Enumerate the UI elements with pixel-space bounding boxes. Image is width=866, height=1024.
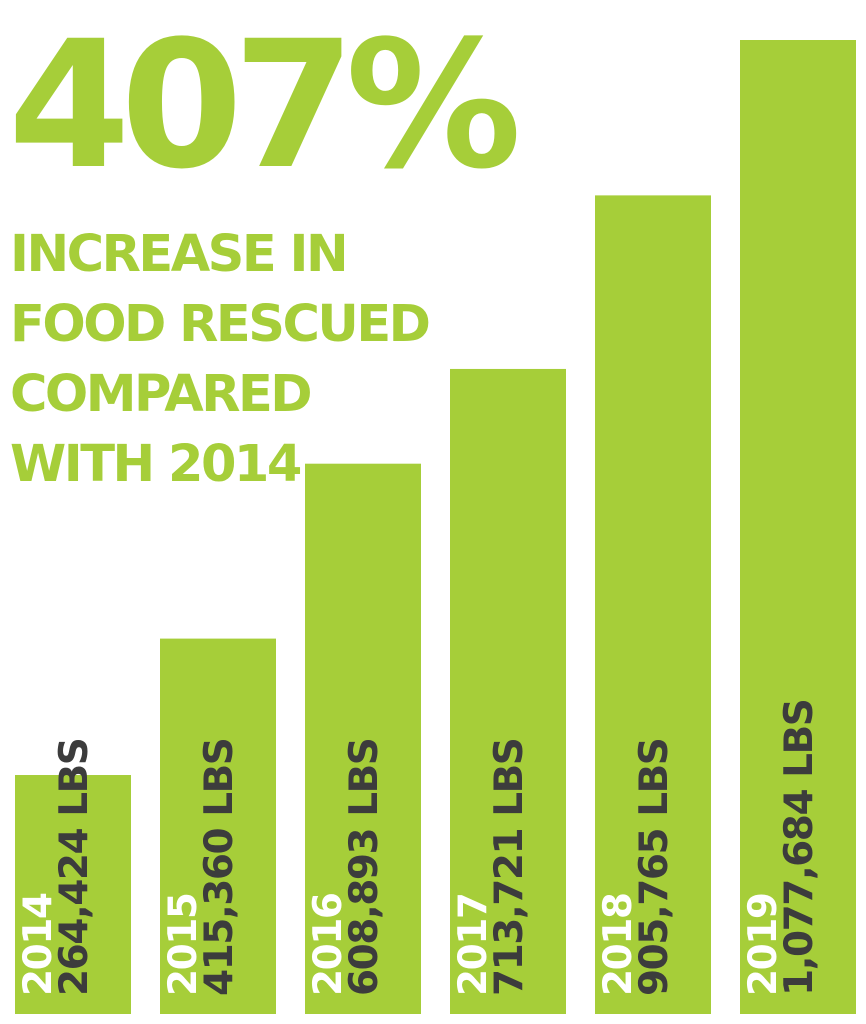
bar-value-label: 415,360 LBS	[197, 739, 242, 996]
bar-year-label: 2017	[451, 893, 496, 996]
bar-2016	[305, 463, 421, 1014]
bar-2018	[595, 195, 711, 1014]
bar-year-label: 2018	[596, 893, 641, 996]
bar-year-label: 2014	[16, 893, 61, 996]
bar-year-label: 2015	[161, 893, 206, 996]
bar-year-label: 2019	[741, 893, 786, 996]
bar-2019	[740, 40, 856, 1014]
bar-value-label: 608,893 LBS	[342, 739, 387, 996]
headline-subtitle: INCREASE IN FOOD RESCUED COMPARED WITH 2…	[10, 220, 431, 500]
bar-2015	[160, 638, 276, 1014]
subtitle-line-4: WITH 2014	[10, 435, 302, 494]
bar-value-label: 264,424 LBS	[52, 739, 97, 996]
bar-value-label: 905,765 LBS	[632, 739, 677, 996]
bar-2017	[450, 368, 566, 1014]
subtitle-line-1: INCREASE IN	[10, 225, 349, 284]
bar-value-label: 1,077,684 LBS	[777, 700, 822, 996]
bar-2014	[15, 775, 131, 1014]
subtitle-line-3: COMPARED	[10, 365, 313, 424]
bar-year-label: 2016	[306, 893, 351, 996]
headline-percent: 407%	[8, 3, 522, 208]
subtitle-line-2: FOOD RESCUED	[10, 295, 431, 354]
bar-value-label: 713,721 LBS	[487, 739, 532, 996]
